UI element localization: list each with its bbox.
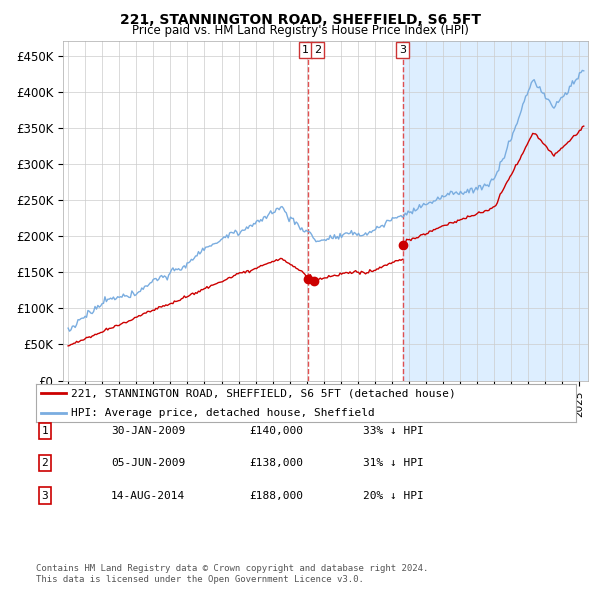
Text: 31% ↓ HPI: 31% ↓ HPI bbox=[363, 458, 424, 468]
Text: £188,000: £188,000 bbox=[249, 491, 303, 500]
Text: Contains HM Land Registry data © Crown copyright and database right 2024.: Contains HM Land Registry data © Crown c… bbox=[36, 565, 428, 573]
Text: 2: 2 bbox=[314, 45, 321, 55]
Text: 33% ↓ HPI: 33% ↓ HPI bbox=[363, 426, 424, 435]
Text: 221, STANNINGTON ROAD, SHEFFIELD, S6 5FT (detached house): 221, STANNINGTON ROAD, SHEFFIELD, S6 5FT… bbox=[71, 388, 456, 398]
Text: 2: 2 bbox=[41, 458, 49, 468]
Bar bbox=[403, 41, 600, 381]
Text: £138,000: £138,000 bbox=[249, 458, 303, 468]
Text: 05-JUN-2009: 05-JUN-2009 bbox=[111, 458, 185, 468]
Text: £140,000: £140,000 bbox=[249, 426, 303, 435]
Text: 221, STANNINGTON ROAD, SHEFFIELD, S6 5FT: 221, STANNINGTON ROAD, SHEFFIELD, S6 5FT bbox=[119, 13, 481, 27]
Text: 3: 3 bbox=[399, 45, 406, 55]
Text: Price paid vs. HM Land Registry's House Price Index (HPI): Price paid vs. HM Land Registry's House … bbox=[131, 24, 469, 37]
Text: HPI: Average price, detached house, Sheffield: HPI: Average price, detached house, Shef… bbox=[71, 408, 375, 418]
Text: 14-AUG-2014: 14-AUG-2014 bbox=[111, 491, 185, 500]
Text: 1: 1 bbox=[302, 45, 309, 55]
Text: 20% ↓ HPI: 20% ↓ HPI bbox=[363, 491, 424, 500]
Text: 30-JAN-2009: 30-JAN-2009 bbox=[111, 426, 185, 435]
Text: 1: 1 bbox=[41, 426, 49, 435]
Text: This data is licensed under the Open Government Licence v3.0.: This data is licensed under the Open Gov… bbox=[36, 575, 364, 584]
Text: 3: 3 bbox=[41, 491, 49, 500]
